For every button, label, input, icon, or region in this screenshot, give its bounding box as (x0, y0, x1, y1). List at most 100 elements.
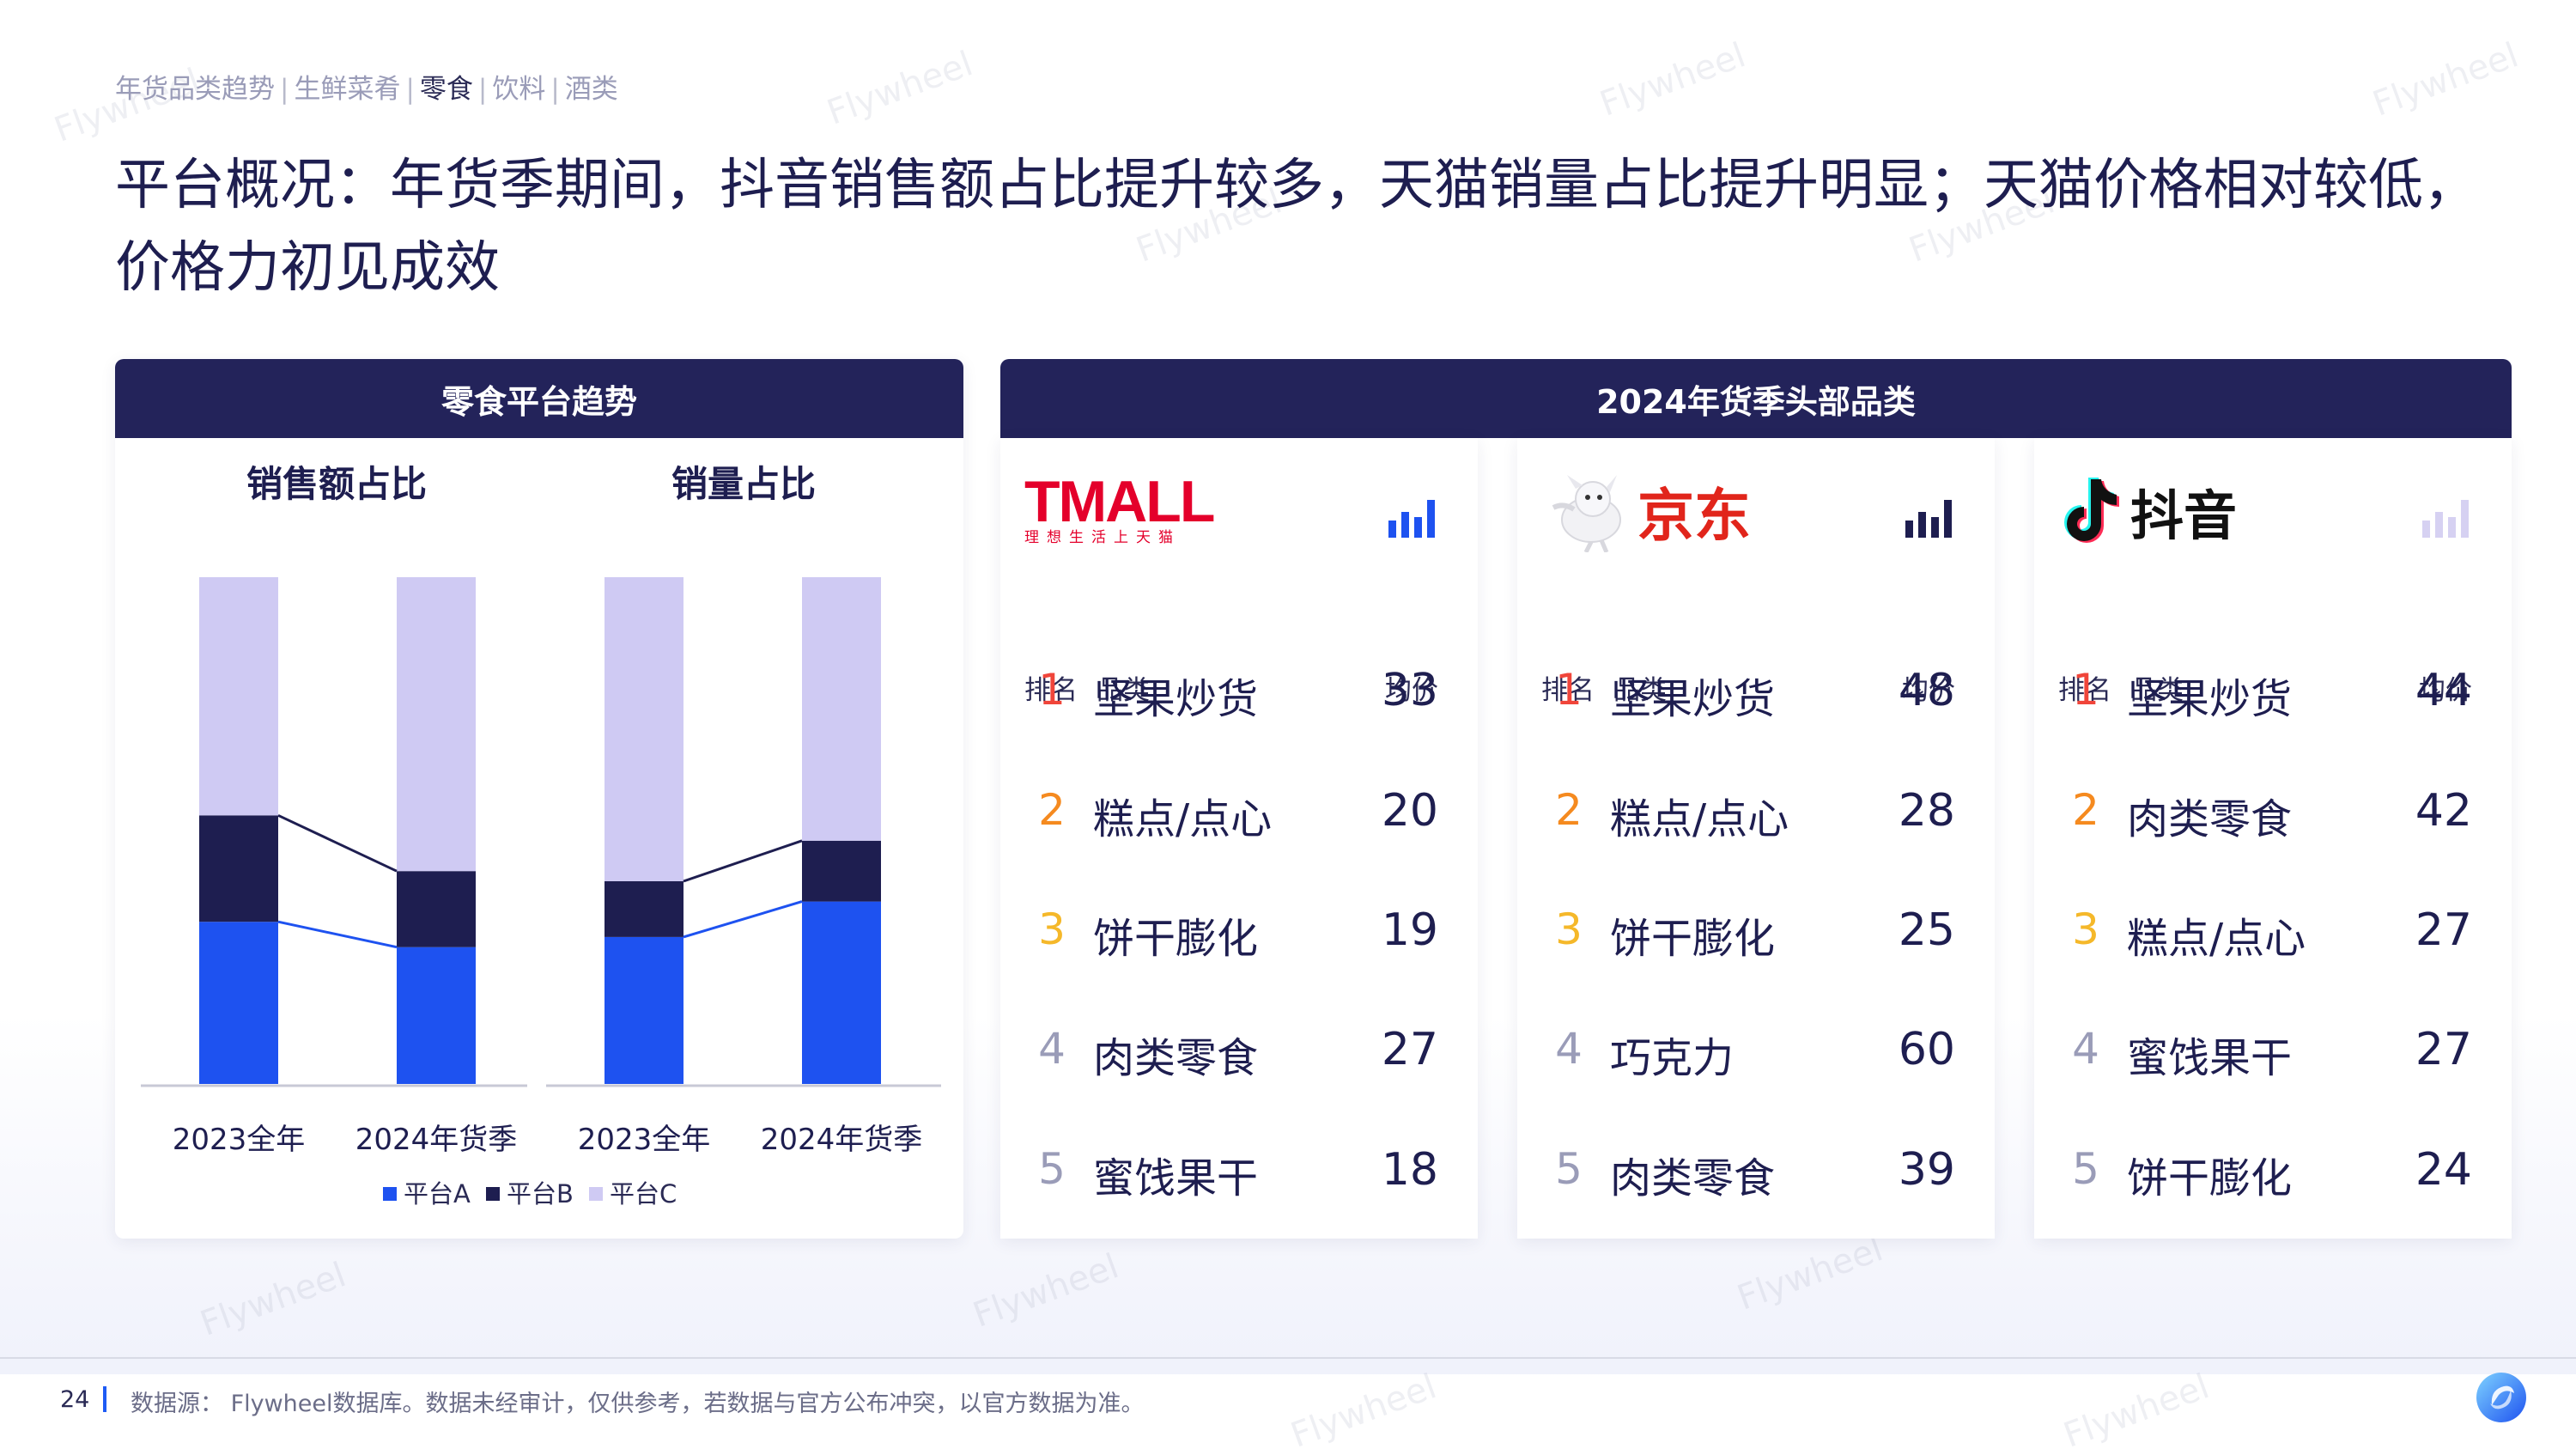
legend-label: 平台B (507, 1179, 574, 1209)
average-price: 28 (1898, 785, 1955, 837)
breadcrumb: 年货品类趋势 | 生鲜菜肴 | 零食 | 饮料 | 酒类 (115, 67, 618, 106)
breadcrumb-item[interactable]: 生鲜菜肴 (294, 74, 401, 105)
average-price: 44 (2415, 665, 2472, 716)
connector-line-b (277, 813, 398, 873)
rank-number: 1 (2072, 665, 2099, 715)
rank-number: 4 (1038, 1024, 1066, 1074)
rank-number: 5 (1555, 1144, 1583, 1194)
watermark: Flywheel (2058, 1367, 2215, 1449)
category-name: 饼干膨化 (1093, 915, 1259, 963)
bar-segment-平台B (397, 871, 476, 947)
bar-segment-平台A (605, 936, 683, 1084)
rank-number: 1 (1038, 665, 1066, 715)
category-name: 蜜饯果干 (1093, 1154, 1259, 1202)
connector-line-b (683, 839, 803, 883)
bar-segment-平台C (397, 577, 476, 872)
average-price: 24 (2415, 1144, 2472, 1196)
jd-logo-text: 京东 (1637, 483, 1751, 549)
page-number: 24 (60, 1386, 90, 1413)
platform-trend-panel: 零食平台趋势 销售额占比 2023全年 2024年货季 销量占比 2023全年 2024年… (115, 359, 963, 1239)
category-name: 肉类零食 (1093, 1034, 1259, 1082)
category-name: 坚果炒货 (2127, 675, 2293, 723)
platform-card-jd: 京东 排名 品类 均价 1 坚果炒货 48 2 糕点/点心 28 3 饼干膨化 25 4 巧克力 60… (1517, 438, 1995, 1239)
breadcrumb-separator: | (280, 74, 289, 105)
rank-number: 3 (2072, 904, 2099, 954)
connector-line-a (277, 920, 398, 949)
average-price: 18 (1381, 1144, 1438, 1196)
rank-number: 2 (1038, 785, 1066, 835)
rank-number: 4 (2072, 1024, 2099, 1074)
legend-swatch (589, 1187, 603, 1201)
breadcrumb-item[interactable]: 饮料 (492, 74, 546, 105)
legend-label: 平台A (404, 1179, 471, 1209)
column-header-price: 均价 (1385, 675, 1438, 706)
watermark: Flywheel (1285, 1367, 1442, 1449)
top-categories-panel: 2024年货季头部品类 TMALL 理想生活上天猫 排名 品类 均价 1 坚果炒货… (1000, 359, 2512, 1239)
connector-line-a (683, 900, 803, 939)
rank-number: 2 (2072, 785, 2099, 835)
breadcrumb-separator: | (477, 74, 488, 105)
tmall-logo: TMALL 理想生活上天猫 (1024, 469, 1215, 550)
legend-label: 平台C (610, 1179, 677, 1209)
column-header-category: 品类 (1097, 675, 1150, 706)
watermark: Flywheel (822, 44, 978, 133)
x-tick-label: 2023全年 (173, 1123, 306, 1157)
panel-header: 零食平台趋势 (115, 359, 963, 438)
average-price: 60 (1898, 1024, 1955, 1075)
bar-segment-平台C (199, 577, 278, 816)
jd-dog-icon (1552, 475, 1621, 552)
bar-segment-平台A (199, 922, 278, 1084)
average-price: 20 (1381, 785, 1438, 837)
category-name: 肉类零食 (1610, 1154, 1776, 1202)
category-name: 蜜饯果干 (2127, 1034, 2293, 1082)
breadcrumb-item[interactable]: 年货品类趋势 (115, 74, 275, 105)
category-name: 糕点/点心 (2127, 915, 2306, 963)
tmall-logo-text: TMALL (1024, 469, 1215, 534)
rank-number: 2 (1555, 785, 1583, 835)
average-price: 48 (1898, 665, 1955, 716)
bar-segment-平台A (802, 901, 881, 1084)
column-header-rank: 排名 (1541, 675, 1595, 706)
chart-title: 销量占比 (671, 463, 816, 505)
average-price: 33 (1381, 665, 1438, 716)
category-name: 坚果炒货 (1093, 675, 1259, 723)
flywheel-logo-icon (2476, 1373, 2526, 1422)
category-name: 巧克力 (1610, 1034, 1735, 1082)
platform-card-tmall: TMALL 理想生活上天猫 排名 品类 均价 1 坚果炒货 33 2 糕点/点心 20 3 饼… (1000, 438, 1478, 1239)
bar-segment-平台B (802, 840, 881, 902)
rank-number: 5 (2072, 1144, 2099, 1194)
x-tick-label: 2023全年 (578, 1123, 711, 1157)
average-price: 25 (1898, 904, 1955, 956)
signal-bars-icon (1388, 500, 1435, 538)
breadcrumb-separator: | (405, 74, 415, 105)
page-number-divider (103, 1386, 106, 1412)
category-name: 糕点/点心 (1610, 795, 1789, 843)
bar-segment-平台C (605, 577, 683, 881)
watermark: Flywheel (1595, 35, 1751, 125)
column-header-rank: 排名 (2058, 675, 2111, 706)
average-price: 27 (1381, 1024, 1438, 1075)
chart-title: 销售额占比 (246, 463, 427, 505)
bar-segment-平台B (605, 881, 683, 937)
breadcrumb-item-active[interactable]: 零食 (419, 74, 473, 105)
douyin-note-icon (2064, 478, 2119, 543)
bar-segment-平台B (199, 815, 278, 922)
x-tick-label: 2024年货季 (355, 1123, 518, 1157)
bar-segment-平台C (802, 577, 881, 841)
column-header-category: 品类 (2130, 675, 2184, 706)
rank-number: 3 (1555, 904, 1583, 954)
column-header-price: 均价 (1902, 675, 1955, 706)
rank-number: 4 (1555, 1024, 1583, 1074)
panel-header: 2024年货季头部品类 (1000, 359, 2512, 438)
rank-number: 3 (1038, 904, 1066, 954)
legend-swatch (383, 1187, 397, 1201)
category-name: 肉类零食 (2127, 795, 2293, 843)
category-name: 坚果炒货 (1610, 675, 1776, 723)
breadcrumb-item[interactable]: 酒类 (564, 74, 618, 105)
douyin-logo-text: 抖音 (2130, 484, 2238, 547)
douyin-logo: 抖音 (2058, 472, 2237, 550)
legend-swatch (486, 1187, 500, 1201)
tmall-logo-subtext: 理想生活上天猫 (1024, 529, 1181, 546)
watermark: Flywheel (2367, 35, 2524, 125)
